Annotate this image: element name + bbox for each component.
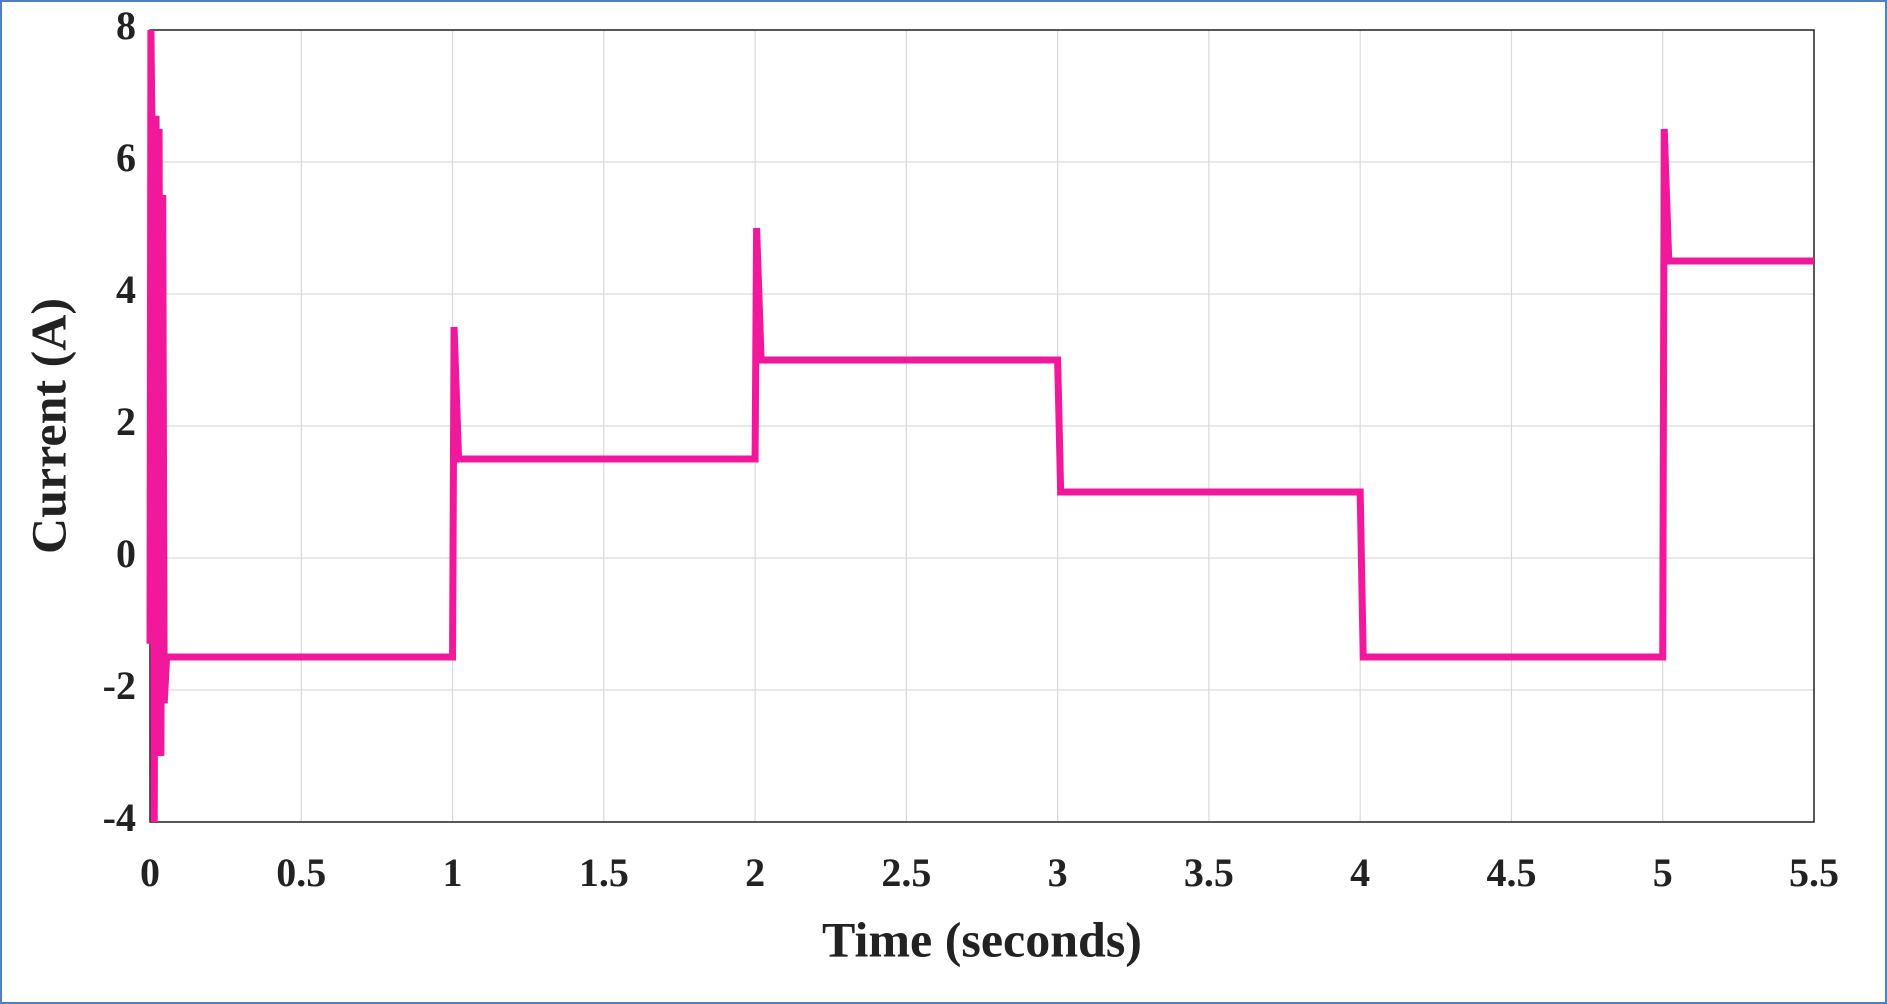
x-tick-label: 2.5 — [881, 850, 931, 895]
x-tick-label: 3.5 — [1184, 850, 1234, 895]
x-tick-label: 2 — [745, 850, 765, 895]
x-tick-label: 3 — [1048, 850, 1068, 895]
x-tick-label: 1 — [443, 850, 463, 895]
y-tick-label: -2 — [103, 663, 136, 708]
y-axis-label: Current (A) — [20, 298, 76, 554]
x-tick-label: 0 — [140, 850, 160, 895]
x-tick-label: 5.5 — [1789, 850, 1839, 895]
y-tick-label: -4 — [103, 795, 136, 840]
y-tick-label: 0 — [116, 531, 136, 576]
x-tick-label: 1.5 — [579, 850, 629, 895]
y-tick-label: 8 — [116, 3, 136, 48]
current-line — [146, 29, 1814, 823]
x-tick-label: 0.5 — [276, 850, 326, 895]
x-tick-label: 5 — [1653, 850, 1673, 895]
x-axis-label: Time (seconds) — [822, 911, 1142, 967]
y-tick-label: 4 — [116, 267, 136, 312]
y-tick-label: 6 — [116, 135, 136, 180]
x-tick-label: 4 — [1350, 850, 1370, 895]
y-tick-label: 2 — [116, 399, 136, 444]
x-tick-label: 4.5 — [1486, 850, 1536, 895]
